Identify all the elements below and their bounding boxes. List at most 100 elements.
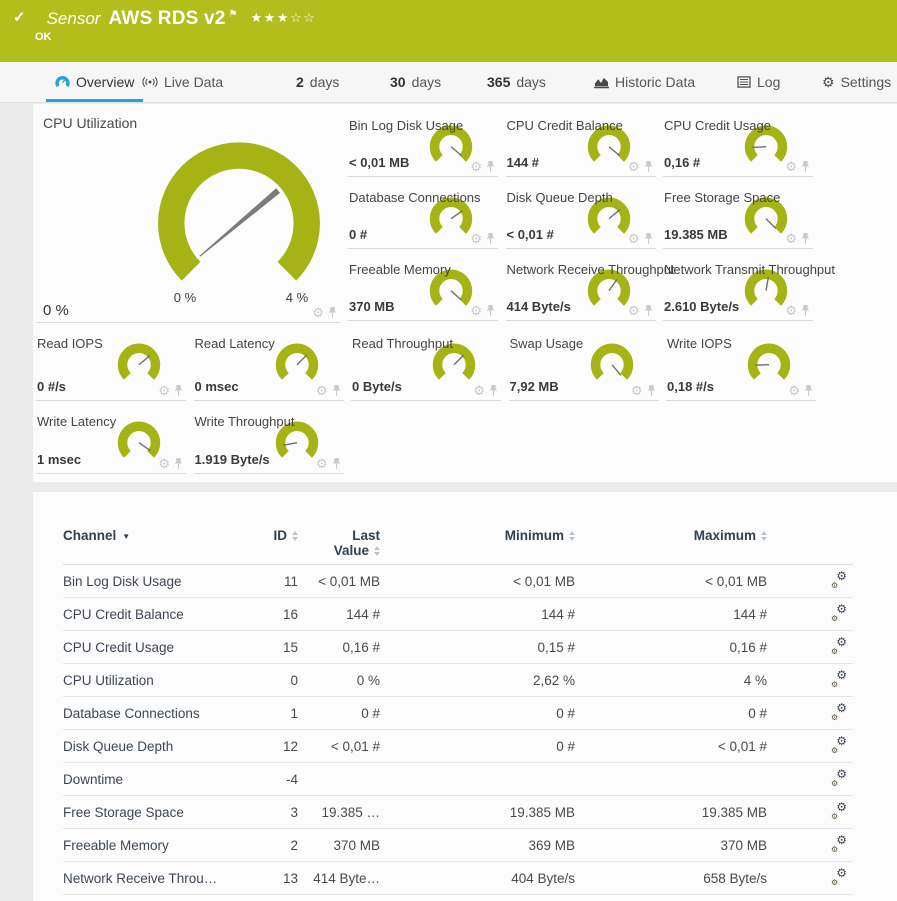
maximum-cell: 0 # — [575, 696, 767, 730]
gauge-value: 0 Byte/s — [352, 379, 402, 394]
tab-settings[interactable]: ⚙ Settings — [822, 62, 891, 102]
gear-icon[interactable]: ⚙ — [312, 305, 324, 320]
tab-label: Log — [757, 74, 781, 90]
column-header-maximum[interactable]: Maximum — [575, 520, 767, 565]
channel-id-cell: 11 — [238, 564, 298, 598]
minimum-cell: 0 # — [380, 729, 575, 763]
gear-icon[interactable]: ⚙ — [630, 383, 643, 398]
tab-label: days — [411, 74, 442, 90]
channel-id-cell: 2 — [238, 828, 298, 862]
gauge-cell: Database Connections 0 # ⚙ — [348, 177, 498, 249]
gauge-cell: Write Throughput 1.919 Byte/s ⚙ — [193, 401, 344, 474]
last-value-cell — [298, 762, 380, 796]
channel-settings-icon[interactable]: ⚙ ⚙ — [831, 832, 847, 854]
tab-365-days[interactable]: 365 days — [487, 62, 546, 102]
gear-icon[interactable]: ⚙ — [785, 303, 797, 318]
channel-settings-icon[interactable]: ⚙ ⚙ — [831, 733, 847, 755]
pin-icon[interactable] — [647, 384, 656, 397]
sensor-title: AWS RDS v2 — [108, 8, 226, 29]
gear-icon[interactable]: ⚙ — [315, 456, 328, 471]
channel-id-cell: 3 — [238, 795, 298, 829]
pin-icon[interactable] — [486, 232, 495, 245]
gear-icon[interactable]: ⚙ — [627, 231, 640, 246]
maximum-cell: 658 Byte/s — [575, 861, 767, 895]
gear-icon[interactable]: ⚙ — [158, 456, 170, 471]
gear-icon[interactable]: ⚙ — [158, 383, 170, 398]
pin-icon[interactable] — [332, 384, 341, 397]
pin-icon[interactable] — [174, 384, 183, 397]
gauge-value: 1 msec — [37, 452, 82, 467]
pin-icon[interactable] — [804, 384, 813, 397]
gauge-title: Read Throughput — [352, 336, 453, 351]
minimum-cell: < 0,01 MB — [380, 564, 575, 598]
channel-settings-icon[interactable]: ⚙ ⚙ — [831, 634, 847, 656]
pin-icon[interactable] — [174, 457, 183, 470]
gauge — [429, 197, 473, 234]
column-header-channel[interactable]: Channel ▼ — [63, 520, 238, 565]
tab-live-data[interactable]: Live Data — [142, 62, 223, 102]
tab-bar: Overview Live Data 2 days 30 days 365 da… — [0, 62, 897, 103]
main-gauge-cell: CPU Utilization 0 % 4 % 0 % ⚙ — [36, 104, 340, 323]
channel-settings-icon[interactable]: ⚙ ⚙ — [831, 568, 847, 590]
gauge-grid-3col: Bin Log Disk Usage < 0,01 MB ⚙ CPU Credi… — [348, 105, 835, 321]
table-row: Downtime -4 ⚙ ⚙ — [63, 762, 853, 796]
table-row: Freeable Memory 2 370 MB 369 MB 370 MB ⚙… — [63, 828, 853, 862]
status-check-icon: ✓ — [13, 9, 26, 26]
minimum-cell — [380, 762, 575, 796]
last-value-cell: 0 # — [298, 696, 380, 730]
channel-settings-icon[interactable]: ⚙ ⚙ — [831, 601, 847, 623]
pin-icon[interactable] — [644, 160, 653, 173]
gauge-title: Write Latency — [37, 414, 117, 429]
channel-settings-icon[interactable]: ⚙ ⚙ — [831, 667, 847, 689]
gauge-value: 0 # — [349, 227, 368, 242]
tab-30-days[interactable]: 30 days — [390, 62, 441, 102]
sort-arrows-icon — [569, 531, 575, 542]
gear-icon[interactable]: ⚙ — [788, 383, 800, 398]
gear-icon[interactable]: ⚙ — [627, 159, 640, 174]
priority-flag-icon[interactable]: ⚑ — [228, 9, 238, 20]
column-header-last-value[interactable]: Last Value — [298, 520, 380, 565]
gauge-title: Write Throughput — [194, 414, 295, 429]
pin-icon[interactable] — [328, 306, 337, 319]
pin-icon[interactable] — [644, 232, 653, 245]
channel-settings-icon[interactable]: ⚙ ⚙ — [831, 865, 847, 887]
tab-overview[interactable]: Overview — [45, 62, 144, 102]
last-value-cell: 0,16 # — [298, 630, 380, 664]
gauge-value: 370 MB — [349, 299, 395, 314]
gear-icon[interactable]: ⚙ — [315, 383, 328, 398]
gear-icon[interactable]: ⚙ — [627, 303, 640, 318]
pin-icon[interactable] — [644, 304, 653, 317]
pin-icon[interactable] — [489, 384, 498, 397]
gauge-title: Network Transmit Throughput — [664, 262, 835, 277]
gear-icon[interactable]: ⚙ — [470, 159, 482, 174]
channel-id-cell: 13 — [238, 861, 298, 895]
pin-icon[interactable] — [486, 160, 495, 173]
tab-label: days — [516, 74, 546, 90]
gear-icon[interactable]: ⚙ — [470, 231, 482, 246]
pin-icon[interactable] — [486, 304, 495, 317]
channel-settings-icon[interactable]: ⚙ ⚙ — [831, 799, 847, 821]
tab-2-days[interactable]: 2 days — [296, 62, 339, 102]
column-header-minimum[interactable]: Minimum — [380, 520, 575, 565]
channel-name-cell: Network Receive Throu… — [63, 861, 238, 895]
pin-icon[interactable] — [801, 160, 810, 173]
sort-arrows-icon — [374, 546, 380, 557]
gear-icon[interactable]: ⚙ — [785, 231, 797, 246]
gear-icon[interactable]: ⚙ — [470, 303, 482, 318]
channel-settings-icon[interactable]: ⚙ ⚙ — [831, 766, 847, 788]
sensor-status: OK — [35, 31, 52, 43]
pin-icon[interactable] — [801, 304, 810, 317]
star-rating[interactable]: ★★★☆☆ — [250, 10, 317, 25]
channel-name-cell: Bin Log Disk Usage — [63, 564, 238, 598]
pin-icon[interactable] — [332, 457, 341, 470]
tab-historic-data[interactable]: Historic Data — [594, 62, 695, 102]
gear-icon[interactable]: ⚙ — [473, 383, 485, 398]
gear-icon[interactable]: ⚙ — [785, 159, 797, 174]
channel-name-cell: CPU Credit Balance — [63, 597, 238, 631]
minimum-cell: 0,15 # — [380, 630, 575, 664]
column-header-id[interactable]: ID — [238, 520, 298, 565]
pin-icon[interactable] — [801, 232, 810, 245]
tab-log[interactable]: Log — [737, 62, 780, 102]
channel-settings-icon[interactable]: ⚙ ⚙ — [831, 700, 847, 722]
maximum-cell: 19.385 MB — [575, 795, 767, 829]
